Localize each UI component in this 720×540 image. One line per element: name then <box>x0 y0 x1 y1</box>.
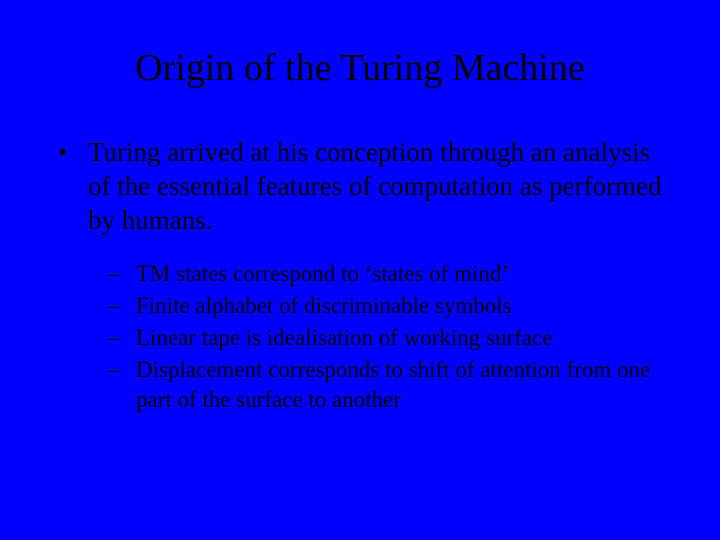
bullet-level2: – Finite alphabet of discriminable symbo… <box>108 291 670 321</box>
bullet-level2: – TM states correspond to ‘states of min… <box>108 259 670 289</box>
dash-marker: – <box>108 323 136 353</box>
slide-title: Origin of the Turing Machine <box>50 46 670 90</box>
bullet-level2: – Linear tape is idealisation of working… <box>108 323 670 353</box>
dash-marker: – <box>108 355 136 415</box>
bullet-text: Linear tape is idealisation of working s… <box>136 323 670 353</box>
sublist: – TM states correspond to ‘states of min… <box>50 259 670 414</box>
slide: Origin of the Turing Machine • Turing ar… <box>0 0 720 540</box>
bullet-text: TM states correspond to ‘states of mind’ <box>136 259 670 289</box>
bullet-text: Turing arrived at his conception through… <box>88 136 670 237</box>
bullet-text: Displacement corresponds to shift of att… <box>136 355 670 415</box>
bullet-text: Finite alphabet of discriminable symbols <box>136 291 670 321</box>
bullet-marker: • <box>58 136 88 237</box>
bullet-level1: • Turing arrived at his conception throu… <box>50 136 670 237</box>
dash-marker: – <box>108 259 136 289</box>
dash-marker: – <box>108 291 136 321</box>
bullet-level2: – Displacement corresponds to shift of a… <box>108 355 670 415</box>
